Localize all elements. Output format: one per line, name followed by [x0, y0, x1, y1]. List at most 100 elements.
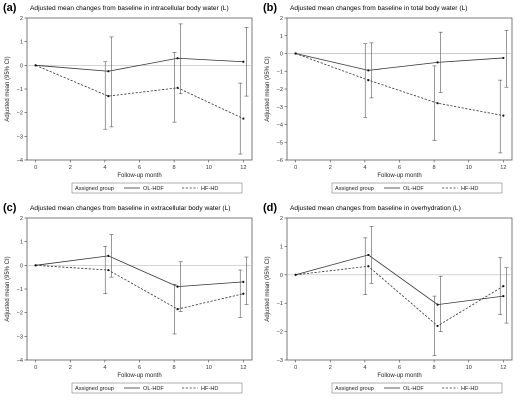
- data-point: [436, 102, 439, 105]
- data-point: [107, 268, 110, 272]
- series-line-ol-hdf: [35, 57, 244, 72]
- legend-box: [331, 382, 503, 394]
- data-point: [34, 64, 37, 67]
- y-tick-label: −1: [277, 69, 283, 75]
- y-tick-label: −2: [277, 87, 283, 93]
- y-tick-label: 2: [20, 16, 23, 22]
- x-tick-label: 8: [173, 165, 176, 171]
- x-tick-label: 4: [103, 165, 106, 171]
- y-tick-label: −3: [17, 334, 23, 340]
- data-point: [242, 117, 245, 120]
- legend-entry: OL-HDF: [143, 186, 164, 192]
- y-tick-label: 1: [280, 244, 283, 250]
- chart-svg: (c) Adjusted mean changes from baseline i…: [3, 202, 253, 394]
- legend-entry: HF-HD: [201, 386, 218, 392]
- data-point: [242, 280, 245, 283]
- chart-svg: (d) Adjusted mean changes from baseline i…: [263, 202, 513, 394]
- x-tick-label: 2: [329, 365, 332, 371]
- legend-entry: HF-HD: [461, 386, 478, 392]
- y-tick-label: 0: [20, 63, 23, 69]
- data-point: [367, 253, 370, 257]
- legend-entry: HF-HD: [201, 186, 218, 192]
- chart-svg: (b) Adjusted mean changes from baseline i…: [263, 2, 513, 194]
- x-tick-label: 8: [433, 165, 436, 171]
- panel-label: (d): [263, 202, 277, 214]
- y-axis-label: Adjusted mean (95% CI): [265, 256, 271, 321]
- y-tick-label: −4: [277, 123, 283, 129]
- panel-total-body-water: (b) Adjusted mean changes from baseline i…: [260, 0, 520, 200]
- chart-title: Adjusted mean changes from baseline in e…: [30, 205, 230, 212]
- x-tick-label: 6: [138, 365, 141, 371]
- series-line-hf-hd: [295, 265, 504, 327]
- y-tick-label: 1: [280, 34, 283, 40]
- y-tick-label: 0: [280, 52, 283, 58]
- y-tick-label: −1: [17, 287, 23, 293]
- legend-entry: OL-HDF: [143, 386, 164, 392]
- data-point: [34, 264, 37, 267]
- y-tick-label: 2: [20, 216, 23, 222]
- y-tick-label: 1: [20, 240, 23, 246]
- plot-frame: [26, 217, 253, 361]
- y-tick-label: −2: [17, 311, 23, 317]
- legend-entry: OL-HDF: [403, 186, 424, 192]
- x-tick-label: 0: [34, 165, 37, 171]
- y-tick-label: −2: [277, 330, 283, 336]
- y-tick-label: 2: [280, 16, 283, 22]
- y-tick-label: −4: [17, 358, 23, 364]
- legend-box: [71, 382, 243, 394]
- x-tick-label: 6: [138, 165, 141, 171]
- legend-entry: HF-HD: [461, 186, 478, 192]
- data-point: [107, 95, 110, 98]
- data-point: [176, 308, 179, 311]
- y-tick-label: −5: [277, 140, 283, 146]
- x-tick-label: 12: [500, 365, 506, 371]
- x-tick-label: 10: [466, 365, 472, 371]
- data-point: [502, 56, 505, 60]
- x-tick-label: 0: [34, 365, 37, 371]
- y-tick-label: −3: [17, 134, 23, 140]
- data-point: [502, 114, 505, 117]
- x-tick-label: 12: [240, 365, 246, 371]
- x-tick-label: 6: [398, 165, 401, 171]
- y-tick-label: −3: [277, 358, 283, 364]
- data-point: [176, 86, 179, 89]
- series-line-hf-hd: [295, 53, 504, 117]
- data-point: [502, 285, 505, 288]
- legend-entry: OL-HDF: [403, 386, 424, 392]
- data-point: [367, 265, 370, 268]
- series-line-ol-hdf: [35, 255, 244, 288]
- y-tick-label: −3: [277, 105, 283, 111]
- data-point: [176, 285, 179, 288]
- data-point: [294, 52, 297, 55]
- series-line-ol-hdf: [295, 53, 504, 71]
- y-tick-label: 1: [20, 40, 23, 46]
- x-tick-label: 2: [329, 165, 332, 171]
- x-tick-label: 4: [363, 165, 366, 171]
- data-point: [242, 292, 245, 295]
- data-point: [367, 69, 370, 72]
- series-line-hf-hd: [35, 64, 244, 119]
- x-tick-label: 0: [294, 165, 297, 171]
- legend-title: Assigned group: [75, 186, 114, 192]
- data-point: [107, 254, 110, 257]
- chart-title: Adjusted mean changes from baseline in i…: [30, 5, 229, 12]
- data-point: [436, 324, 439, 328]
- panel-label: (c): [3, 202, 17, 214]
- legend-title: Assigned group: [335, 186, 374, 192]
- y-tick-label: 0: [280, 273, 283, 279]
- x-tick-label: 6: [398, 365, 401, 371]
- y-tick-label: −1: [17, 87, 23, 93]
- data-point: [367, 79, 370, 82]
- y-tick-label: −4: [17, 158, 23, 164]
- x-tick-label: 0: [294, 365, 297, 371]
- series-line-hf-hd: [35, 264, 244, 310]
- y-tick-label: 0: [20, 263, 23, 269]
- legend-box: [331, 182, 503, 194]
- x-tick-label: 8: [173, 365, 176, 371]
- chart-svg: (a) Adjusted mean changes from baseline i…: [3, 2, 253, 194]
- panel-extracellular-water: (c) Adjusted mean changes from baseline i…: [0, 200, 260, 400]
- x-tick-label: 12: [240, 165, 246, 171]
- x-axis-label: Follow-up month: [377, 373, 421, 379]
- y-tick-label: 2: [280, 216, 283, 222]
- x-axis-label: Follow-up month: [117, 173, 161, 179]
